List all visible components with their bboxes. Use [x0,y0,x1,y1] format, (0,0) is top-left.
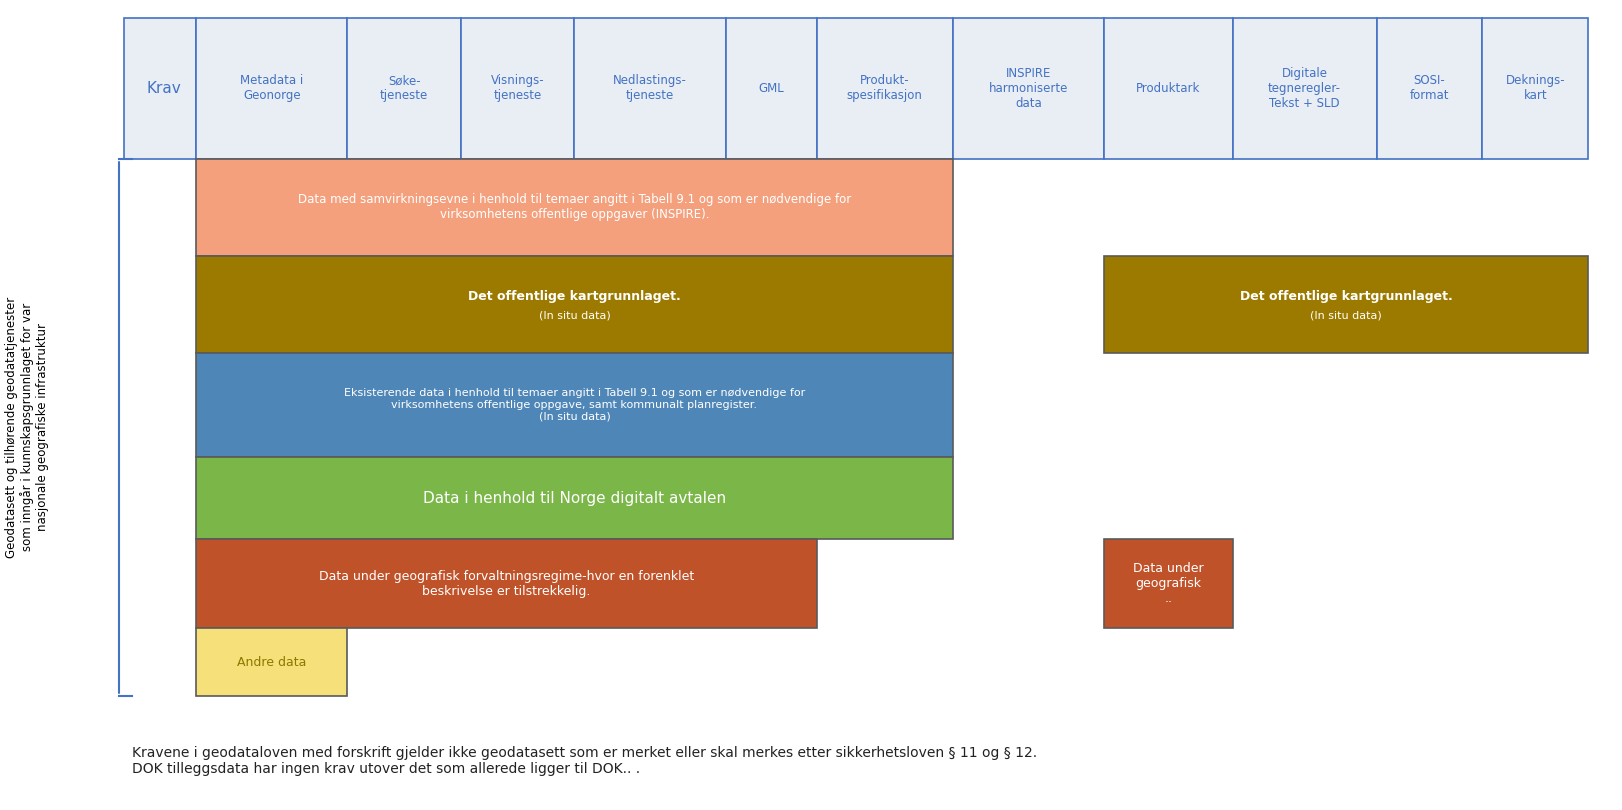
Text: Deknings-
kart: Deknings- kart [1505,75,1565,102]
FancyBboxPatch shape [196,159,952,256]
FancyBboxPatch shape [196,256,952,352]
FancyBboxPatch shape [574,18,725,159]
Text: (In situ data): (In situ data) [1311,311,1382,321]
Text: Metadata i
Geonorge: Metadata i Geonorge [240,75,303,102]
FancyBboxPatch shape [1377,18,1483,159]
Text: Eksisterende data i henhold til temaer angitt i Tabell 9.1 og som er nødvendige : Eksisterende data i henhold til temaer a… [344,388,805,421]
Text: Det offentlige kartgrunnlaget.: Det offentlige kartgrunnlaget. [1239,290,1453,303]
Text: SOSI-
format: SOSI- format [1410,75,1448,102]
Text: Kravene i geodataloven med forskrift gjelder ikke geodatasett som er merket elle: Kravene i geodataloven med forskrift gje… [131,746,1036,776]
FancyBboxPatch shape [196,457,952,539]
FancyBboxPatch shape [196,352,952,457]
FancyBboxPatch shape [1105,18,1233,159]
FancyBboxPatch shape [123,18,196,159]
Text: Digitale
tegneregler-
Tekst + SLD: Digitale tegneregler- Tekst + SLD [1268,66,1341,109]
FancyBboxPatch shape [725,18,816,159]
FancyBboxPatch shape [461,18,574,159]
FancyBboxPatch shape [196,539,816,629]
Text: Data i henhold til Norge digitalt avtalen: Data i henhold til Norge digitalt avtale… [423,491,727,505]
Text: Visnings-
tjeneste: Visnings- tjeneste [491,75,545,102]
FancyBboxPatch shape [196,18,347,159]
Text: GML: GML [757,82,783,95]
Text: Produkt-
spesifikasjon: Produkt- spesifikasjon [847,75,923,102]
FancyBboxPatch shape [1483,18,1588,159]
Text: Data med samvirkningsevne i henhold til temaer angitt i Tabell 9.1 og som er nød: Data med samvirkningsevne i henhold til … [298,194,852,221]
Text: Produktark: Produktark [1137,82,1200,95]
FancyBboxPatch shape [347,18,461,159]
FancyBboxPatch shape [952,18,1105,159]
Text: (In situ data): (In situ data) [539,311,610,321]
FancyBboxPatch shape [1233,18,1377,159]
Text: Det offentlige kartgrunnlaget.: Det offentlige kartgrunnlaget. [469,290,681,303]
FancyBboxPatch shape [816,18,952,159]
Text: Krav: Krav [146,81,182,96]
Text: Andre data: Andre data [237,655,307,668]
Text: INSPIRE
harmoniserte
data: INSPIRE harmoniserte data [989,66,1069,109]
Text: Søke-
tjeneste: Søke- tjeneste [380,75,428,102]
Text: Data under geografisk forvaltningsregime-hvor en forenklet
beskrivelse er tilstr: Data under geografisk forvaltningsregime… [318,569,694,598]
FancyBboxPatch shape [196,629,347,696]
Text: Data under
geografisk
..: Data under geografisk .. [1134,562,1204,605]
FancyBboxPatch shape [1105,256,1588,352]
FancyBboxPatch shape [1105,539,1233,629]
Text: Nedlastings-
tjeneste: Nedlastings- tjeneste [613,75,688,102]
Text: Geodatasett og tilhørende geodatatjenester
som inngår i kunnskapsgrunnlaget for : Geodatasett og tilhørende geodatatjenest… [5,296,49,558]
